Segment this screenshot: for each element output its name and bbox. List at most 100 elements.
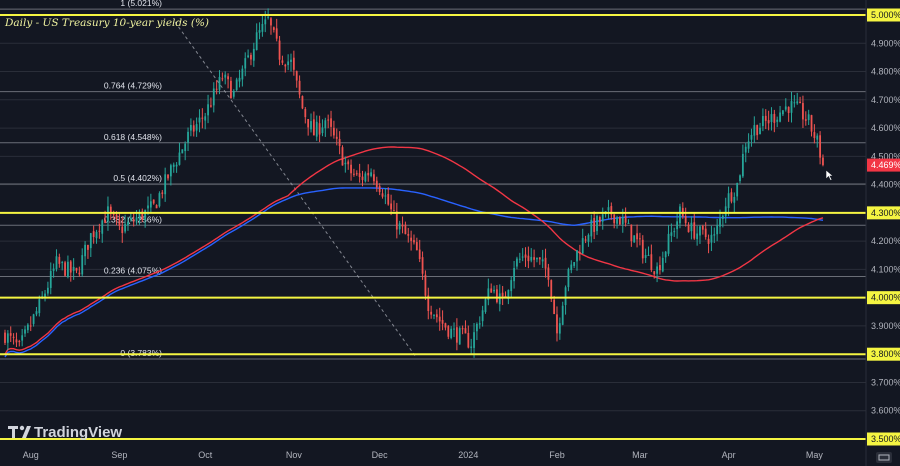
candle-body <box>601 214 604 222</box>
price-axis: 5.000% 4.900% 4.800% 4.700% 4.600% 4.500% 4.40… <box>865 0 900 466</box>
candle-body <box>556 314 558 334</box>
candle-body <box>590 219 593 237</box>
candle-body <box>164 174 167 195</box>
candle-body <box>470 346 473 348</box>
candle-body <box>370 172 372 177</box>
tradingview-logo: TradingView <box>8 424 122 441</box>
candle-body <box>453 328 455 330</box>
candle-body <box>596 216 598 232</box>
candle-body <box>744 146 747 153</box>
last-price-label: 4.469% <box>871 160 900 170</box>
candle-body <box>770 114 773 122</box>
candle-body <box>318 123 321 135</box>
candle-body <box>201 117 204 119</box>
candle-body <box>89 233 92 249</box>
candle-body <box>424 274 427 296</box>
price-tick-label: 4.300% <box>871 208 900 218</box>
candle-body <box>284 64 287 67</box>
candle-body <box>719 218 721 227</box>
candle-body <box>501 292 504 297</box>
candle-body <box>790 101 793 113</box>
candle-body <box>78 272 81 275</box>
candle-body <box>484 299 487 312</box>
candle-body <box>178 152 181 165</box>
candle-body <box>630 224 633 242</box>
candle-body <box>513 268 515 282</box>
goto-realtime-button[interactable] <box>876 452 892 463</box>
candle-body <box>498 293 501 305</box>
candle-body <box>510 280 513 292</box>
candle-body <box>275 28 278 39</box>
candle-body <box>187 131 189 143</box>
candle-body <box>610 206 613 215</box>
fib-level-label: 0.5 (4.402%) <box>113 173 162 183</box>
candle-body <box>701 225 704 230</box>
candle-body <box>26 324 29 331</box>
price-tick-label: 4.500% <box>871 151 900 161</box>
price-tick-label: 4.800% <box>871 67 900 77</box>
candle-body <box>819 135 821 158</box>
price-tick-label: 4.000% <box>871 293 900 303</box>
candle-body <box>433 314 435 316</box>
chart-title: Daily - US Treasury 10-year yields (%) <box>4 17 209 29</box>
candle-body <box>779 112 781 122</box>
candle-body <box>161 192 164 194</box>
candle-body <box>172 164 175 167</box>
candle-body <box>35 311 38 315</box>
candle-body <box>75 267 78 271</box>
candle-body <box>87 244 89 250</box>
fib-level-label: 1 (5.021%) <box>120 0 162 8</box>
candle-body <box>553 299 556 315</box>
candle-body <box>647 254 650 256</box>
candle-body <box>730 192 733 202</box>
candle-body <box>393 210 395 212</box>
candle-body <box>272 27 275 30</box>
candle-body <box>307 119 310 128</box>
candle-body <box>418 249 421 260</box>
candle-body <box>232 90 235 97</box>
candle-body <box>524 254 527 258</box>
candle-body <box>327 119 330 121</box>
candle-body <box>261 23 264 32</box>
highlighted-levels <box>0 14 866 440</box>
candle-body <box>464 328 467 334</box>
candle-body <box>264 19 267 25</box>
candle-body <box>733 196 736 203</box>
price-tick-label: 4.200% <box>871 236 900 246</box>
candle-body <box>292 57 295 70</box>
candle-body <box>636 233 638 240</box>
candle-body <box>192 125 195 132</box>
candle-body <box>9 333 12 336</box>
candle-body <box>693 222 696 239</box>
candle-body <box>496 289 498 303</box>
candle-body <box>756 125 759 136</box>
candle-body <box>67 261 69 277</box>
candle-body <box>124 223 127 232</box>
candle-body <box>38 299 41 314</box>
time-tick-label: Nov <box>286 450 303 460</box>
candle-body <box>341 147 344 166</box>
candle-body <box>44 293 46 298</box>
candle-body <box>15 339 18 343</box>
candle-body <box>578 252 581 254</box>
candle-body <box>564 287 567 306</box>
candle-body <box>750 134 753 140</box>
candle-body <box>624 215 627 223</box>
candle-body <box>49 270 52 288</box>
candle-body <box>364 173 367 182</box>
candle-body <box>621 216 624 225</box>
candle-body <box>699 226 701 236</box>
candle-body <box>258 30 261 33</box>
candle-body <box>639 238 641 240</box>
candle-body <box>373 174 375 182</box>
candle-body <box>238 77 241 82</box>
candle-body <box>204 116 207 121</box>
candle-body <box>493 289 495 292</box>
candle-body <box>664 251 667 258</box>
time-tick-label: 2024 <box>458 450 478 460</box>
candle-body <box>616 217 618 224</box>
candle-body <box>450 328 453 338</box>
candle-body <box>567 269 570 288</box>
candle-body <box>570 264 573 271</box>
